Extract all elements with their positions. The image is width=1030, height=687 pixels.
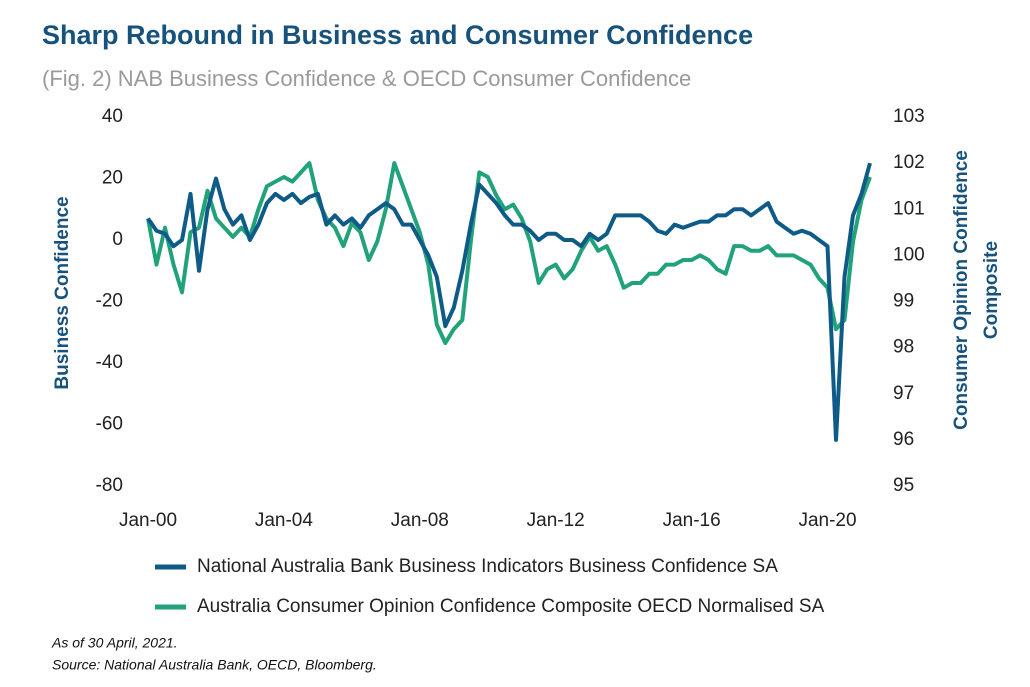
x-tick-label: Jan-04 (255, 510, 314, 531)
y-tick-label: -80 (96, 475, 123, 496)
y-tick-label: 20 (102, 168, 123, 189)
y2-tick-label: 95 (893, 475, 914, 496)
x-tick-label: Jan-20 (798, 510, 856, 531)
x-tick-label: Jan-16 (663, 510, 721, 531)
y-tick-label: -40 (96, 352, 123, 373)
legend-label: Australia Consumer Opinion Confidence Co… (197, 596, 825, 617)
legend-label: National Australia Bank Business Indicat… (197, 556, 778, 577)
y2-tick-label: 97 (893, 383, 914, 404)
x-tick-label: Jan-00 (119, 510, 177, 531)
series-line (146, 162, 872, 442)
footnote: As of 30 April, 2021. (51, 635, 178, 651)
chart-title: Sharp Rebound in Business and Consumer C… (42, 20, 753, 50)
y-tick-label: 40 (102, 106, 123, 127)
x-tick-label: Jan-08 (391, 510, 449, 531)
y2-tick-label: 96 (893, 429, 914, 450)
y2-tick-label: 100 (893, 244, 925, 265)
y-tick-label: -20 (96, 291, 123, 312)
y2-tick-label: 101 (893, 198, 925, 219)
series-line (146, 161, 872, 345)
y2-tick-label: 102 (893, 152, 925, 173)
y-tick-label: -60 (96, 414, 123, 435)
y2-axis-title: Consumer Opinion Confidence (951, 150, 972, 430)
chart-subtitle: (Fig. 2) NAB Business Confidence & OECD … (42, 66, 691, 91)
y-tick-label: 0 (112, 229, 123, 250)
y2-tick-label: 99 (893, 291, 914, 312)
x-tick-label: Jan-12 (527, 510, 585, 531)
y-axis-title: Business Confidence (52, 196, 73, 389)
y2-tick-label: 98 (893, 337, 914, 358)
y2-axis-title: Composite (981, 241, 1002, 339)
y2-tick-label: 103 (893, 106, 925, 127)
footnote: Source: National Australia Bank, OECD, B… (52, 657, 377, 673)
